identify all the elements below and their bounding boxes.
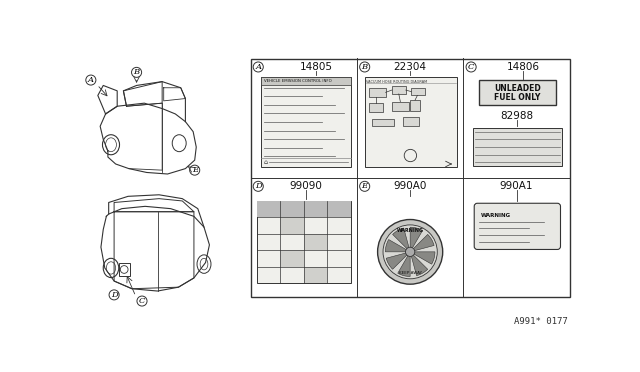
Text: 990A1: 990A1 <box>500 181 533 191</box>
Bar <box>473 128 562 166</box>
Circle shape <box>378 219 443 284</box>
Text: A: A <box>88 76 94 84</box>
Text: D: D <box>111 291 118 299</box>
Bar <box>257 201 280 217</box>
Bar <box>369 103 383 112</box>
Text: KEEP AWAY: KEEP AWAY <box>399 272 422 275</box>
Bar <box>411 88 425 96</box>
FancyBboxPatch shape <box>474 203 561 250</box>
Bar <box>304 201 327 217</box>
Bar <box>327 201 351 217</box>
Text: WARNING: WARNING <box>481 213 511 218</box>
Circle shape <box>406 247 415 256</box>
Bar <box>372 119 394 126</box>
Bar <box>304 234 327 250</box>
Bar <box>280 250 304 267</box>
Bar <box>392 86 406 94</box>
Wedge shape <box>410 252 428 276</box>
Bar <box>479 80 556 105</box>
Bar <box>119 263 129 276</box>
Text: B: B <box>134 68 140 76</box>
Text: 82988: 82988 <box>500 111 533 121</box>
Bar <box>365 77 457 167</box>
Text: 14805: 14805 <box>300 62 333 72</box>
Text: VEHICLE EMISSION CONTROL INFO: VEHICLE EMISSION CONTROL INFO <box>264 79 332 83</box>
Text: 99090: 99090 <box>289 181 323 191</box>
Bar <box>392 102 409 111</box>
Bar <box>403 117 419 126</box>
Bar <box>280 201 304 217</box>
Text: C: C <box>139 297 145 305</box>
Text: B: B <box>362 63 368 71</box>
Bar <box>250 58 570 297</box>
Text: C: C <box>468 63 474 71</box>
Text: E: E <box>191 166 198 174</box>
Bar <box>257 201 351 283</box>
Text: WARNING: WARNING <box>397 228 424 233</box>
Wedge shape <box>410 252 435 264</box>
Text: ⌂: ⌂ <box>264 160 268 165</box>
Text: D: D <box>255 182 262 190</box>
Wedge shape <box>385 240 410 252</box>
Text: 14806: 14806 <box>506 62 540 72</box>
Wedge shape <box>386 252 410 269</box>
Text: 22304: 22304 <box>394 62 427 72</box>
Text: A991* 0177: A991* 0177 <box>515 317 568 326</box>
Wedge shape <box>410 227 422 252</box>
Circle shape <box>383 225 437 279</box>
Text: UNLEADED: UNLEADED <box>494 84 541 93</box>
Text: 990A0: 990A0 <box>394 181 427 191</box>
Bar <box>410 100 420 111</box>
Text: VACUUM HOSE ROUTING DIAGRAM: VACUUM HOSE ROUTING DIAGRAM <box>366 80 428 84</box>
Bar <box>261 77 351 85</box>
Wedge shape <box>410 234 434 252</box>
Bar <box>304 267 327 283</box>
Text: E: E <box>362 182 368 190</box>
Bar <box>369 88 386 97</box>
Wedge shape <box>397 252 410 276</box>
Text: A: A <box>255 63 261 71</box>
Text: FUEL ONLY: FUEL ONLY <box>494 93 541 102</box>
Wedge shape <box>392 228 410 252</box>
Bar <box>261 77 351 167</box>
Bar <box>280 217 304 234</box>
